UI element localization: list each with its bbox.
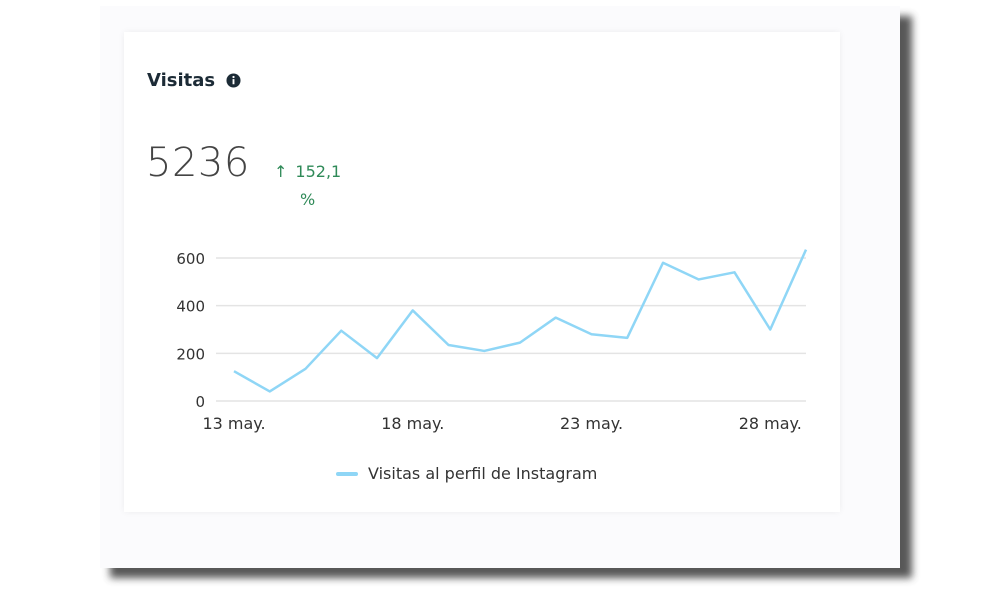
data-point[interactable] — [586, 328, 598, 340]
data-point[interactable] — [228, 365, 240, 377]
y-axis-ticks: 0 200 400 600 — [176, 250, 205, 411]
series-layer — [228, 244, 812, 397]
data-point[interactable] — [264, 385, 276, 397]
data-point[interactable] — [550, 312, 562, 324]
x-tick-label: 23 may. — [560, 414, 623, 433]
y-tick-label: 400 — [176, 298, 205, 316]
grid-lines — [216, 257, 806, 402]
data-point[interactable] — [729, 266, 741, 278]
arrow-up-icon: ↑ — [274, 162, 288, 181]
x-tick-label: 13 may. — [202, 414, 265, 433]
data-point[interactable] — [407, 304, 419, 316]
legend-label: Visitas al perfil de Instagram — [368, 464, 598, 483]
data-point[interactable] — [621, 332, 633, 344]
data-point[interactable] — [300, 363, 312, 375]
y-tick-label: 0 — [195, 393, 205, 411]
data-point[interactable] — [693, 273, 705, 285]
legend-swatch — [336, 471, 358, 476]
chart-legend[interactable]: Visitas al perfil de Instagram — [336, 464, 597, 483]
x-axis-ticks: 13 may. 18 may. 23 may. 28 may. — [202, 414, 801, 433]
data-point[interactable] — [764, 324, 776, 336]
y-tick-label: 200 — [176, 345, 205, 363]
series-line[interactable] — [233, 249, 808, 393]
card-title: Visitas — [147, 70, 216, 91]
data-point[interactable] — [371, 352, 383, 364]
total-visits-value: 5236 — [146, 140, 250, 186]
data-point[interactable] — [514, 337, 526, 349]
delta-unit: % — [300, 190, 316, 209]
info-icon[interactable] — [226, 73, 241, 88]
x-tick-label: 18 may. — [381, 414, 444, 433]
data-point[interactable] — [478, 345, 490, 357]
data-point[interactable] — [443, 339, 455, 351]
data-point[interactable] — [657, 257, 669, 269]
x-tick-label: 28 may. — [739, 414, 802, 433]
y-tick-label: 600 — [176, 250, 205, 268]
delta-value: 152,1 — [295, 162, 342, 181]
visits-card — [124, 32, 840, 512]
delta-badge: ↑ 152,1 % — [274, 158, 342, 209]
data-point[interactable] — [335, 325, 347, 337]
data-point[interactable] — [800, 244, 812, 256]
